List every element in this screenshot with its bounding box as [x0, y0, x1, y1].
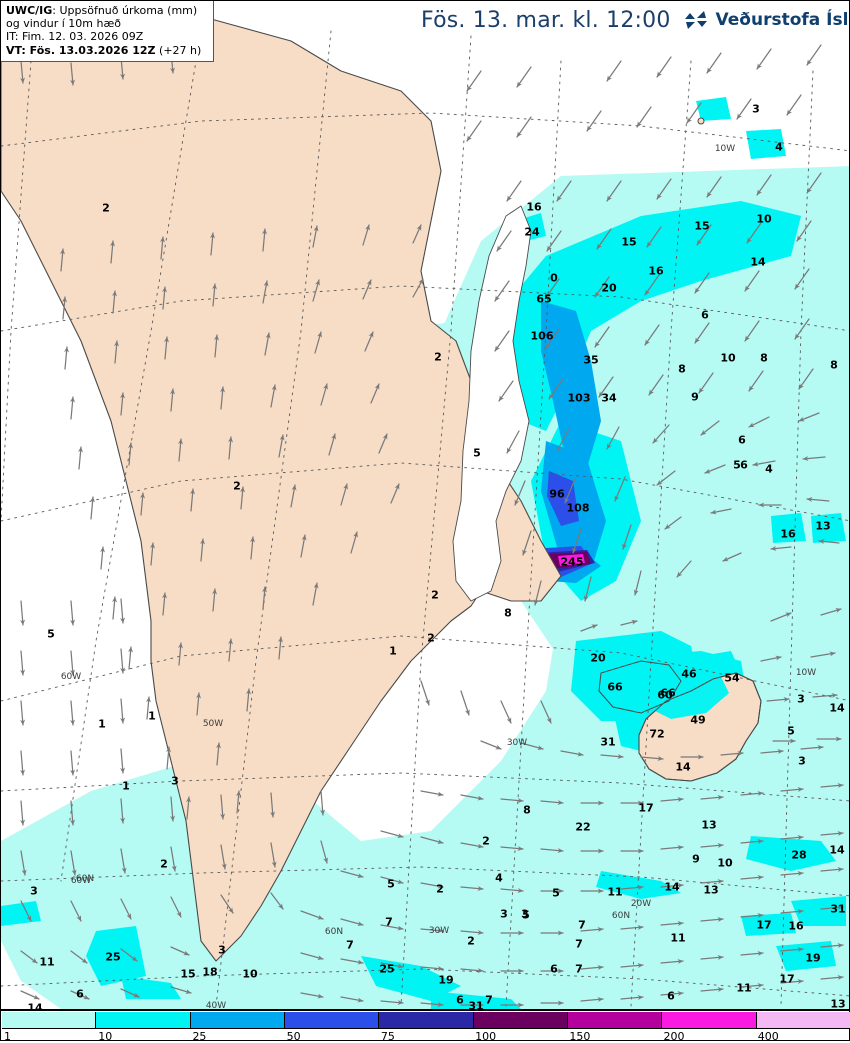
- legend-swatch: [284, 1012, 380, 1028]
- legend-tick: 100: [475, 1030, 497, 1043]
- graticule-label: 40W: [205, 1001, 227, 1010]
- graticule-label: 60N: [324, 927, 344, 937]
- legend-tick: 400: [757, 1030, 779, 1043]
- info-parameter-line: UWC/IG: Uppsöfnuð úrkoma (mm) og vindur …: [6, 4, 209, 30]
- graticule-label: 60W: [60, 672, 82, 682]
- legend-swatch: [379, 1012, 474, 1028]
- legend-swatch: [662, 1012, 757, 1028]
- title-bar: Fös. 13. mar. kl. 12:00 Veðurstofa Íslan…: [421, 3, 849, 37]
- graticule-label: 30W: [428, 926, 450, 936]
- init-time: IT: Fim. 12. 03. 2026 09Z: [6, 30, 144, 44]
- parameter-text: : Uppsöfnuð úrkoma (mm) og vindur í 10m …: [6, 4, 198, 31]
- valid-time-offset: (+27 h): [155, 43, 202, 57]
- graticule-label: 10W: [795, 668, 817, 678]
- legend-tick: 200: [663, 1030, 685, 1043]
- valid-time-line: VT: Fös. 13.03.2026 12Z (+27 h): [6, 44, 209, 57]
- valid-time: VT: Fös. 13.03.2026 12Z: [6, 43, 156, 57]
- legend-swatch: [190, 1012, 285, 1028]
- graticule-label: 60N: [75, 874, 95, 884]
- legend-swatches: [2, 1012, 850, 1028]
- graticule-label: 10W: [714, 144, 736, 154]
- legend-tick: 150: [569, 1030, 591, 1043]
- legend-tick: 10: [98, 1030, 113, 1043]
- legend-swatch: [756, 1012, 850, 1028]
- legend-tick: 25: [192, 1030, 207, 1043]
- forecast-info-box: UWC/IG: Uppsöfnuð úrkoma (mm) og vindur …: [1, 1, 214, 62]
- legend-tick-labels: 1 10 25 50 75 100 150 200 400: [2, 1028, 850, 1043]
- graticule-label: 20W: [630, 899, 652, 909]
- legend-tick: 75: [380, 1030, 395, 1043]
- legend-swatch: [473, 1012, 568, 1028]
- graticule-label: 50W: [202, 719, 224, 729]
- page-title: Fös. 13. mar. kl. 12:00: [421, 7, 671, 33]
- legend-tick: 1: [4, 1030, 11, 1043]
- brand-logo[interactable]: Veðurstofa Íslands: [681, 8, 849, 32]
- legend-tick: 50: [286, 1030, 301, 1043]
- graticule-label: 60W: [70, 876, 92, 886]
- pinwheel-icon: [684, 11, 707, 29]
- legend-swatch: [2, 1012, 97, 1028]
- model-label: UWC/IG: [6, 4, 53, 17]
- graticule-label: 60N: [611, 911, 631, 921]
- map-graphics: [1, 1, 849, 1009]
- graticule-label: 30W: [506, 738, 528, 748]
- color-scale-legend[interactable]: 1 10 25 50 75 100 150 200 400: [0, 1010, 850, 1043]
- legend-swatch: [96, 1012, 191, 1028]
- legend-swatch: [567, 1012, 663, 1028]
- brand-name: Veðurstofa Íslands: [715, 10, 849, 30]
